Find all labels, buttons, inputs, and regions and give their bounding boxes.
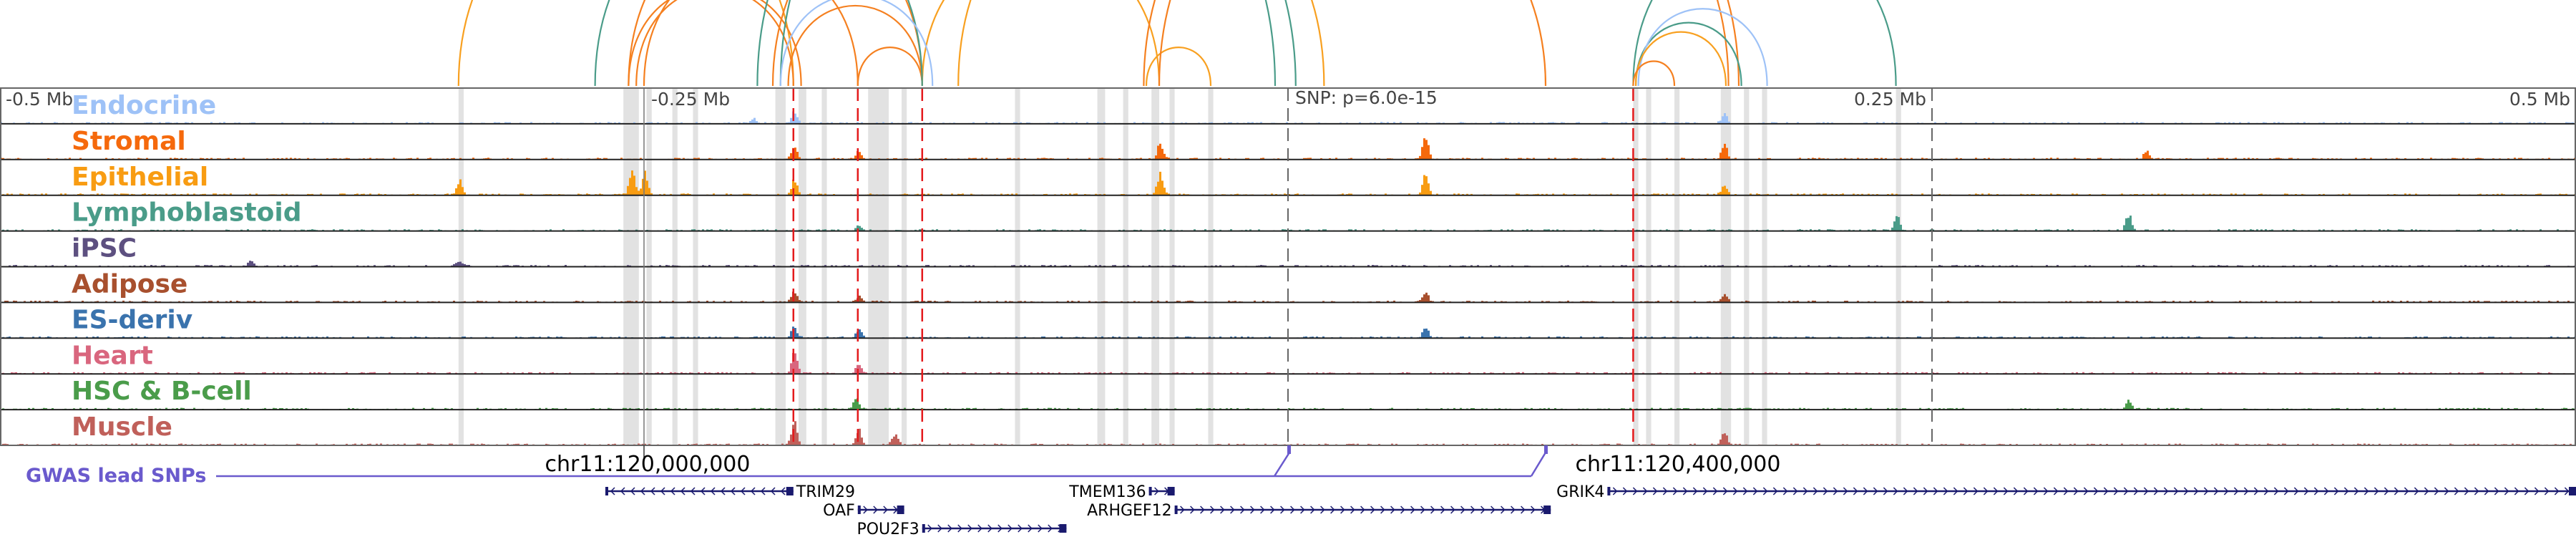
strand-arrow-icon [1612, 487, 2570, 495]
gene-label: OAF [823, 502, 855, 520]
gene-exon [922, 524, 925, 533]
loop-arc [787, 5, 923, 87]
loop-arc [756, 0, 1297, 87]
gwas-snp-marker [1544, 445, 1548, 454]
strand-arrow-icon [610, 487, 786, 495]
loop-arc [1632, 60, 1676, 87]
axis-labels: -0.5 Mb -0.25 Mb 0.25 Mb 0.5 Mb SNP: p=6… [6, 87, 2570, 110]
axis-tick-label: -0.5 Mb [6, 89, 73, 110]
track-label: Lymphoblastoid [72, 198, 302, 228]
gene-exon [897, 505, 904, 514]
loop-arc [1145, 47, 1212, 87]
gwas-snp-marker [1287, 445, 1291, 454]
loop-arc [1634, 31, 1727, 87]
loop-arc [1143, 0, 1729, 87]
axis-tick-label: 0.5 Mb [2509, 89, 2570, 110]
track-labels: Endocrine Stromal Epithelial Lymphoblastoid… [72, 91, 302, 442]
track-label: iPSC [72, 234, 137, 263]
signal-ipsc [0, 261, 2576, 267]
track-label: Epithelial [72, 163, 208, 192]
track-label: HSC & B-cell [72, 377, 252, 406]
loop-arc [635, 0, 802, 87]
gene-pou2f3[interactable]: POU2F3 [857, 521, 1067, 537]
gene-exon [1059, 524, 1067, 533]
strand-arrow-icon [863, 505, 898, 514]
coordinate-label-right: chr11:120,400,000 [1576, 452, 1781, 477]
track-label: Muscle [72, 412, 172, 442]
gene-exon [1174, 505, 1178, 514]
snp-pvalue-label: SNP: p=6.0e-15 [1295, 87, 1438, 108]
loop-arc [628, 0, 794, 87]
loop-arc [1632, 0, 1897, 87]
gwas-track-label: GWAS lead SNPs [26, 465, 206, 487]
gene-exon [1607, 487, 1611, 495]
gene-label: TRIM29 [796, 483, 855, 501]
gene-label: TMEM136 [1068, 483, 1146, 501]
loop-arc [1637, 8, 1768, 87]
axis-tick-label: 0.25 Mb [1854, 89, 1926, 110]
coordinate-label-left: chr11:120,000,000 [545, 452, 751, 477]
snp-marker-lines [643, 88, 1933, 445]
loop-arc [857, 47, 923, 87]
track-label: Heart [72, 341, 153, 370]
gene-exon [1543, 505, 1551, 514]
gene-exon [1167, 487, 1175, 495]
track-label: Endocrine [72, 91, 216, 120]
track-label: ES-deriv [72, 305, 192, 334]
gene-label: GRIK4 [1556, 483, 1604, 501]
gwas-connector-line [216, 452, 1547, 478]
axis-tick-label: -0.25 Mb [651, 89, 730, 110]
loop-arc [643, 0, 859, 87]
track-label: Stromal [72, 127, 186, 156]
loop-arc [921, 0, 1161, 87]
chromatin-loop-arcs [457, 0, 1897, 87]
gene-exon [857, 505, 861, 514]
gene-exon [605, 487, 608, 495]
loop-arc [779, 0, 934, 87]
strand-arrow-icon [1180, 505, 1546, 514]
loop-arc [457, 0, 794, 87]
strand-arrow-icon [927, 524, 1063, 533]
gene-tmem136[interactable]: TMEM136 [1068, 483, 1175, 501]
gene-exon [786, 487, 794, 495]
track-label: Adipose [72, 270, 187, 299]
signal-es-deriv [0, 326, 2576, 339]
gene-exon [2569, 487, 2576, 495]
gene-oaf[interactable]: OAF [823, 502, 904, 520]
gene-exon [1148, 487, 1152, 495]
loop-arc [779, 0, 1277, 87]
gene-grik4[interactable]: GRIK4 [1556, 483, 2576, 501]
gene-label: ARHGEF12 [1087, 502, 1171, 520]
gwas-lead-snps-track [216, 445, 1548, 478]
gene-trim29[interactable]: TRIM29 [605, 483, 855, 501]
gene-arhgef12[interactable]: ARHGEF12 [1087, 502, 1551, 520]
gene-label: POU2F3 [857, 521, 919, 537]
